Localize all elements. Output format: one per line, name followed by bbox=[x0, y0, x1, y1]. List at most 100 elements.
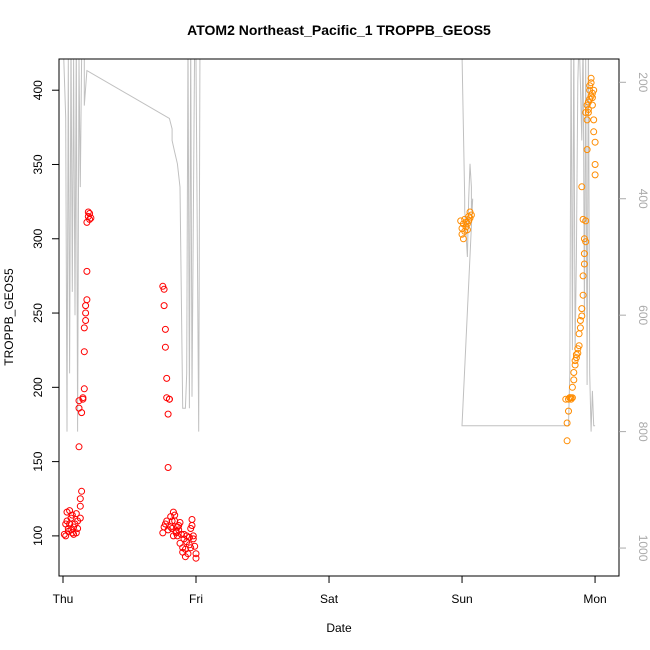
red-point bbox=[168, 517, 176, 525]
red-point bbox=[83, 296, 91, 304]
orange-point bbox=[580, 235, 588, 243]
y2-tick-label: 600 bbox=[636, 305, 650, 325]
y-axis-right: 200 400 600 800 1000 bbox=[619, 72, 650, 562]
red-point bbox=[76, 514, 84, 522]
red-point bbox=[164, 526, 172, 534]
red-point bbox=[83, 267, 91, 275]
orange-point bbox=[574, 349, 582, 357]
red-point bbox=[188, 516, 196, 523]
orange-point bbox=[587, 79, 595, 87]
orange-point bbox=[591, 138, 599, 146]
y-tick-label: 400 bbox=[31, 80, 45, 100]
orange-point bbox=[576, 324, 584, 332]
orange-point bbox=[590, 116, 598, 124]
orange-point bbox=[587, 74, 595, 82]
y-tick-label: 200 bbox=[31, 377, 45, 397]
x-tick-label: Thu bbox=[53, 592, 74, 606]
orange-point bbox=[591, 171, 599, 179]
orange-point bbox=[579, 272, 587, 280]
red-point bbox=[82, 317, 90, 324]
orange-point bbox=[570, 369, 578, 376]
orange-point bbox=[580, 260, 588, 268]
red-point bbox=[163, 374, 171, 382]
red-point bbox=[78, 409, 86, 417]
red-point bbox=[72, 529, 80, 537]
orange-point bbox=[590, 128, 598, 136]
orange-point bbox=[570, 376, 578, 384]
red-point bbox=[87, 214, 95, 222]
orange-point bbox=[579, 291, 587, 299]
y-tick-label: 350 bbox=[31, 154, 45, 174]
plot-frame bbox=[58, 58, 620, 577]
y-tick-label: 150 bbox=[31, 451, 45, 471]
y-axis-left: 100 150 200 250 300 350 400 bbox=[31, 80, 59, 546]
orange-point bbox=[565, 407, 572, 415]
x-tick-label: Sat bbox=[320, 592, 339, 606]
orange-point bbox=[568, 383, 576, 391]
red-point bbox=[76, 495, 84, 503]
orange-point bbox=[579, 215, 587, 223]
orange-point bbox=[575, 342, 583, 350]
red-point bbox=[68, 511, 76, 519]
orange-point bbox=[563, 437, 571, 445]
orange-point bbox=[578, 305, 586, 313]
orange-point bbox=[582, 109, 590, 116]
red-point bbox=[163, 517, 171, 525]
red-point bbox=[79, 395, 87, 403]
chart-title: ATOM2 Northeast_Pacific_1 TROPPB_GEOS5 bbox=[187, 22, 491, 38]
x-axis: Thu Fri Sat Sun Mon bbox=[53, 576, 607, 606]
trajectory-line-layer bbox=[63, 59, 596, 432]
y-tick-label: 300 bbox=[31, 228, 45, 248]
y-tick-label: 250 bbox=[31, 303, 45, 323]
red-point bbox=[187, 544, 195, 552]
orange-point bbox=[571, 361, 579, 369]
red-point bbox=[78, 487, 86, 495]
red-point bbox=[80, 385, 88, 393]
orange-point bbox=[578, 312, 586, 320]
x-tick-label: Fri bbox=[189, 592, 203, 606]
orange-point bbox=[583, 116, 591, 124]
red-point bbox=[161, 343, 169, 351]
red-point bbox=[191, 542, 199, 550]
red-points-layer bbox=[60, 208, 200, 562]
red-point bbox=[75, 443, 83, 451]
red-point bbox=[192, 550, 200, 558]
trajectory-line bbox=[63, 59, 596, 432]
red-point bbox=[160, 285, 168, 293]
orange-point bbox=[576, 317, 584, 324]
orange-point bbox=[463, 226, 471, 234]
x-tick-label: Sun bbox=[451, 592, 472, 606]
red-point bbox=[74, 525, 82, 532]
orange-point bbox=[568, 394, 576, 402]
red-point bbox=[76, 502, 84, 510]
y-axis-label: TROPPB_GEOS5 bbox=[2, 268, 16, 366]
red-point bbox=[72, 510, 80, 518]
orange-point bbox=[572, 354, 580, 362]
orange-point bbox=[580, 250, 588, 258]
red-point bbox=[164, 410, 172, 418]
orange-points-layer bbox=[457, 74, 599, 445]
red-point bbox=[192, 554, 200, 562]
y2-tick-label: 200 bbox=[636, 72, 650, 92]
orange-point bbox=[583, 146, 591, 154]
red-point bbox=[161, 325, 169, 333]
orange-point bbox=[590, 86, 598, 94]
orange-point bbox=[467, 211, 475, 219]
red-point bbox=[82, 309, 90, 317]
orange-point bbox=[578, 183, 586, 191]
y2-tick-label: 1000 bbox=[636, 535, 650, 562]
red-point bbox=[80, 324, 88, 332]
red-point bbox=[165, 395, 173, 403]
red-point bbox=[189, 535, 197, 543]
orange-point bbox=[459, 235, 467, 243]
orange-point bbox=[563, 419, 571, 427]
y2-tick-label: 400 bbox=[636, 189, 650, 209]
red-point bbox=[160, 302, 168, 310]
orange-point bbox=[591, 161, 599, 168]
red-point bbox=[184, 550, 192, 558]
orange-point bbox=[584, 109, 592, 116]
x-axis-label: Date bbox=[326, 621, 352, 635]
red-point bbox=[80, 348, 88, 356]
